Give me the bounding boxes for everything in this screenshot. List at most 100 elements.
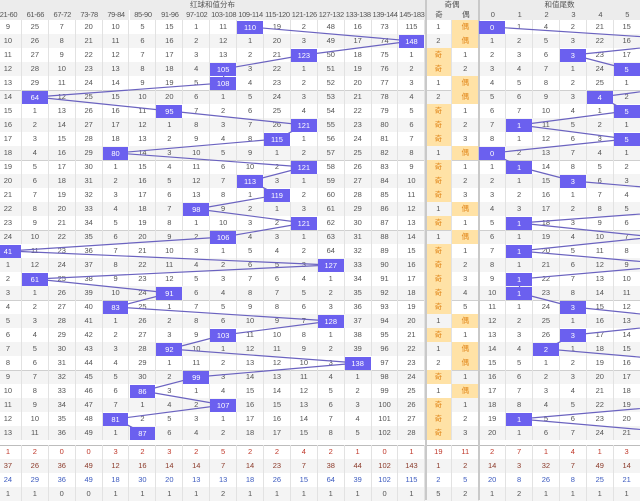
- column-header[interactable]: 133-138: [344, 10, 372, 20]
- red-sum-hit-cell: 121: [290, 216, 317, 230]
- red-sum-miss-cell: 16: [130, 174, 157, 188]
- stat-cell: 19: [425, 445, 453, 459]
- red-sum-miss-cell: 2: [156, 370, 184, 384]
- column-header[interactable]: 79-84: [102, 10, 130, 20]
- tail-miss-cell: 20: [587, 370, 614, 384]
- red-sum-miss-cell: 1: [318, 328, 345, 342]
- red-sum-miss-cell: 27: [345, 174, 372, 188]
- red-sum-miss-cell: 21: [399, 328, 426, 342]
- red-sum-miss-cell: 48: [318, 20, 345, 34]
- column-header[interactable]: 1: [506, 10, 533, 20]
- tail-miss-cell: 4: [479, 76, 507, 90]
- red-sum-miss-cell: 54: [318, 104, 345, 118]
- tail-miss-cell: 4: [587, 146, 614, 160]
- tail-hit-cell: 1: [506, 244, 532, 258]
- column-header[interactable]: 145-183: [398, 10, 426, 20]
- tail-miss-cell: 17: [614, 48, 640, 62]
- red-sum-miss-cell: 7: [264, 286, 291, 300]
- column-header[interactable]: 73-78: [75, 10, 103, 20]
- red-sum-miss-cell: 1: [210, 342, 238, 356]
- parity-miss-cell: 1: [452, 328, 480, 342]
- red-sum-miss-cell: 18: [130, 202, 157, 216]
- red-sum-miss-cell: 2: [399, 62, 426, 76]
- column-header[interactable]: 139-144: [371, 10, 399, 20]
- red-sum-miss-cell: 35: [345, 286, 372, 300]
- tail-hit-cell: 1: [506, 272, 532, 286]
- column-header[interactable]: 115-120: [264, 10, 291, 20]
- tail-miss-cell: 10: [587, 230, 614, 244]
- stat-cell: 26: [22, 459, 49, 473]
- column-header[interactable]: 5: [613, 10, 640, 20]
- column-header[interactable]: 121-126: [290, 10, 318, 20]
- tail-miss-cell: 16: [533, 188, 560, 202]
- red-sum-miss-cell: 3: [103, 188, 130, 202]
- column-header[interactable]: 127-132: [317, 10, 345, 20]
- tail-miss-cell: 6: [560, 258, 587, 272]
- column-header[interactable]: 85-90: [129, 10, 157, 20]
- red-sum-miss-cell: 6: [210, 160, 238, 174]
- red-sum-miss-cell: 3: [0, 286, 22, 300]
- column-header[interactable]: 109-114: [237, 10, 264, 20]
- red-sum-miss-cell: 12: [0, 62, 22, 76]
- red-sum-miss-cell: 4: [264, 244, 291, 258]
- tail-miss-cell: 7: [560, 426, 587, 440]
- red-sum-miss-cell: 15: [0, 104, 22, 118]
- red-sum-miss-cell: 29: [345, 202, 372, 216]
- column-header[interactable]: 3: [559, 10, 587, 20]
- tail-miss-cell: 2: [560, 202, 587, 216]
- stat-cell: 8: [506, 473, 533, 487]
- column-header[interactable]: 103-108: [210, 10, 238, 20]
- tail-miss-cell: 1: [614, 76, 640, 90]
- red-sum-miss-cell: 11: [291, 370, 318, 384]
- red-sum-miss-cell: 4: [0, 300, 22, 314]
- column-header[interactable]: 2: [533, 10, 560, 20]
- tail-miss-cell: 1: [533, 356, 560, 370]
- parity-mark-cell: 偶: [452, 146, 480, 160]
- red-sum-miss-cell: 3: [103, 342, 130, 356]
- red-sum-miss-cell: 3: [156, 328, 184, 342]
- red-sum-miss-cell: 39: [345, 342, 372, 356]
- tail-miss-cell: 15: [587, 300, 614, 314]
- parity-miss-cell: 1: [452, 244, 480, 258]
- parity-mark-cell: 偶: [452, 34, 480, 48]
- column-header[interactable]: 21-60: [0, 10, 22, 20]
- red-sum-miss-cell: 76: [372, 62, 399, 76]
- red-sum-miss-cell: 2: [291, 244, 318, 258]
- parity-mark-cell: 偶: [452, 356, 480, 370]
- red-sum-miss-cell: 2: [22, 118, 49, 132]
- red-sum-miss-cell: 8: [237, 286, 264, 300]
- red-sum-miss-cell: 25: [22, 20, 49, 34]
- parity-miss-cell: 5: [452, 300, 480, 314]
- red-sum-miss-cell: 101: [372, 412, 399, 426]
- column-header[interactable]: 67-72: [48, 10, 76, 20]
- tail-miss-cell: 23: [587, 48, 614, 62]
- column-header[interactable]: 4: [586, 10, 614, 20]
- red-sum-miss-cell: 7: [210, 174, 238, 188]
- parity-miss-cell: 2: [452, 174, 480, 188]
- red-sum-miss-cell: 55: [318, 118, 345, 132]
- parity-mark-cell: 奇: [425, 300, 453, 314]
- red-sum-miss-cell: 8: [0, 356, 22, 370]
- column-header[interactable]: 91-96: [156, 10, 184, 20]
- tail-miss-cell: 6: [479, 104, 507, 118]
- column-header[interactable]: 61-66: [21, 10, 49, 20]
- red-sum-miss-cell: 17: [345, 34, 372, 48]
- column-header[interactable]: 97-102: [183, 10, 211, 20]
- red-sum-miss-cell: 3: [156, 384, 184, 398]
- red-sum-miss-cell: 18: [0, 146, 22, 160]
- stat-cell: 3: [103, 445, 130, 459]
- column-header[interactable]: 偶: [452, 10, 480, 20]
- red-sum-miss-cell: 86: [372, 202, 399, 216]
- tail-miss-cell: 2: [506, 314, 533, 328]
- red-sum-miss-cell: 1: [103, 426, 130, 440]
- red-sum-miss-cell: 26: [130, 314, 157, 328]
- stat-cell: 1: [533, 487, 560, 501]
- tail-hit-cell: 3: [559, 300, 586, 314]
- red-sum-miss-cell: 34: [49, 398, 76, 412]
- column-header[interactable]: 0: [479, 10, 507, 20]
- red-sum-miss-cell: 32: [49, 370, 76, 384]
- red-sum-miss-cell: 5: [0, 314, 22, 328]
- parity-miss-cell: 4: [452, 286, 480, 300]
- column-header[interactable]: 奇: [425, 10, 453, 20]
- parity-mark-cell: 奇: [425, 370, 453, 384]
